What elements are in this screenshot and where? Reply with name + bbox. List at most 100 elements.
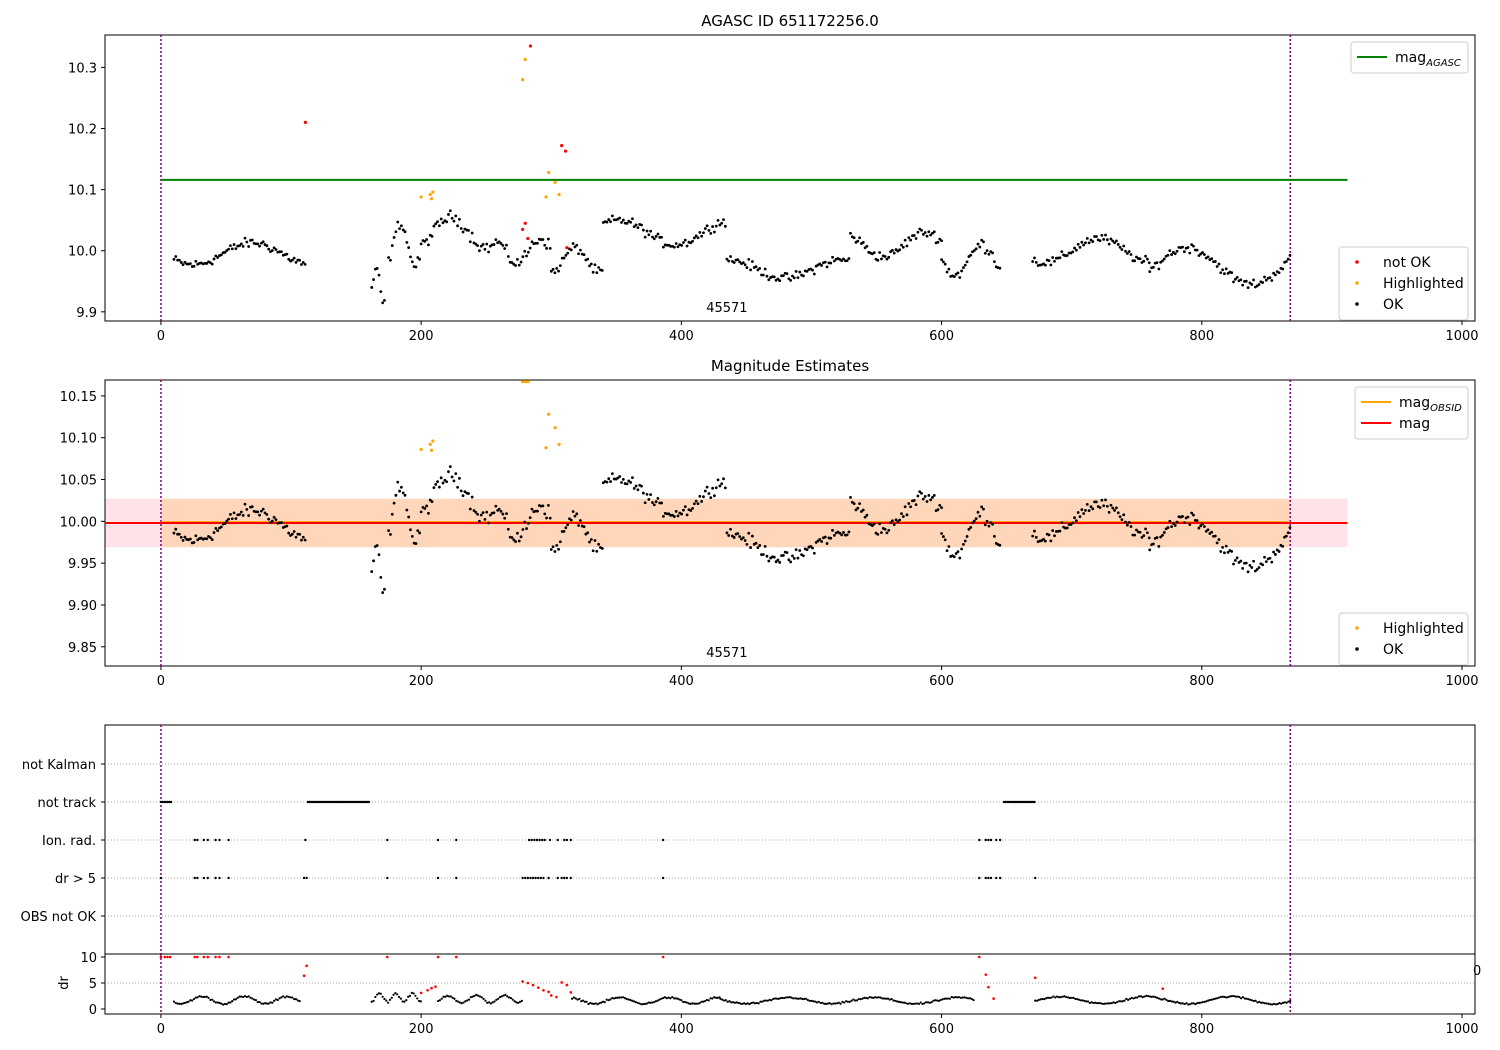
ok-point xyxy=(656,232,660,236)
ok-point xyxy=(514,540,518,543)
ok-point xyxy=(692,236,696,240)
dr-point xyxy=(1238,995,1241,999)
ok-point xyxy=(1133,259,1137,263)
ok-point xyxy=(738,260,742,264)
ok-point xyxy=(1082,243,1086,247)
ok-point xyxy=(907,502,911,505)
ok-point xyxy=(577,524,580,527)
ok-point xyxy=(494,238,498,242)
ok-point xyxy=(595,271,599,275)
dr-point xyxy=(642,1003,645,1006)
ok-point xyxy=(543,243,547,247)
ok-point xyxy=(723,486,727,490)
ok-point xyxy=(707,229,711,232)
x-tick-label: 200 xyxy=(409,329,434,344)
flag-point xyxy=(995,838,998,842)
ok-point xyxy=(776,277,780,281)
dr-point xyxy=(761,1000,764,1003)
legend-label: OK xyxy=(1383,297,1404,313)
ok-point xyxy=(1261,563,1265,567)
dr-point xyxy=(1187,1003,1190,1006)
dr-point xyxy=(1154,996,1157,999)
flag-point xyxy=(1034,876,1037,880)
ok-point xyxy=(1286,531,1290,535)
ok-point xyxy=(1142,534,1146,538)
dr-point xyxy=(777,997,780,1000)
flag-point xyxy=(539,876,543,880)
dr-point xyxy=(970,997,973,1001)
ok-point xyxy=(416,529,420,533)
dr-point xyxy=(1088,1001,1091,1005)
highlighted-point xyxy=(544,446,548,450)
ok-point xyxy=(1144,254,1147,258)
ok-point xyxy=(396,220,400,224)
dr-point xyxy=(1289,999,1292,1003)
dr-point xyxy=(1125,997,1128,1000)
ok-point xyxy=(620,220,623,224)
ok-point xyxy=(227,517,230,521)
ok-point xyxy=(1272,271,1275,275)
ok-point xyxy=(672,245,676,249)
ok-point xyxy=(555,266,559,270)
ok-point xyxy=(577,252,580,256)
figure-title: AGASC ID 651172256.0 xyxy=(701,12,879,30)
dr-point xyxy=(1068,996,1071,1000)
ok-point xyxy=(472,509,476,512)
dr-point xyxy=(881,997,884,1000)
dr-point xyxy=(220,1002,223,1005)
dr-point xyxy=(674,997,677,1000)
dr-point xyxy=(652,1001,656,1004)
flag-point xyxy=(535,838,539,842)
dr-point xyxy=(910,1002,913,1005)
ok-point xyxy=(892,251,896,255)
ok-point xyxy=(394,493,398,497)
ok-point xyxy=(845,533,849,537)
flag-point xyxy=(533,838,536,842)
dr-point xyxy=(453,997,456,1000)
dr-point xyxy=(783,996,786,1000)
ok-point xyxy=(978,245,982,249)
ok-point xyxy=(1145,257,1149,261)
dr-point xyxy=(916,1002,919,1005)
ok-point xyxy=(796,276,800,280)
ok-point xyxy=(558,540,562,544)
dr-point xyxy=(963,996,966,999)
dr-point xyxy=(872,996,875,999)
ok-point xyxy=(298,258,302,262)
dr-point xyxy=(925,1001,928,1004)
dr-point xyxy=(460,1002,463,1005)
legend-marker xyxy=(1355,260,1359,264)
flag-point xyxy=(202,838,206,842)
dr-point xyxy=(634,1000,637,1004)
highlighted-point xyxy=(557,442,561,446)
dr-point xyxy=(744,1002,747,1006)
dr-point xyxy=(1048,996,1051,1000)
flag-point xyxy=(206,838,209,842)
dr-over-threshold-point xyxy=(1161,987,1165,991)
dr-over-threshold-point xyxy=(547,990,550,994)
ok-point xyxy=(872,251,876,255)
ok-point xyxy=(745,542,749,546)
ok-point xyxy=(707,492,711,495)
dr-point xyxy=(1114,1001,1117,1005)
dr-point xyxy=(598,1002,601,1005)
flag-point xyxy=(365,800,369,804)
dr-point xyxy=(487,1001,491,1004)
ok-point xyxy=(905,244,909,248)
flag-point xyxy=(325,800,328,804)
dr-point xyxy=(1072,996,1075,1000)
flag-point xyxy=(565,876,569,880)
flag-point xyxy=(538,838,541,842)
dr-point xyxy=(506,995,509,998)
ok-point xyxy=(454,472,458,476)
dr-point xyxy=(611,996,614,1000)
dr-point xyxy=(1065,995,1068,999)
flag-point xyxy=(537,876,540,880)
dr-point xyxy=(480,996,483,999)
ok-point xyxy=(618,475,622,478)
dr-point xyxy=(1134,996,1137,999)
ok-point xyxy=(483,517,487,521)
flag-point xyxy=(1014,800,1018,804)
flag-point xyxy=(343,800,347,804)
ok-point xyxy=(192,541,196,544)
